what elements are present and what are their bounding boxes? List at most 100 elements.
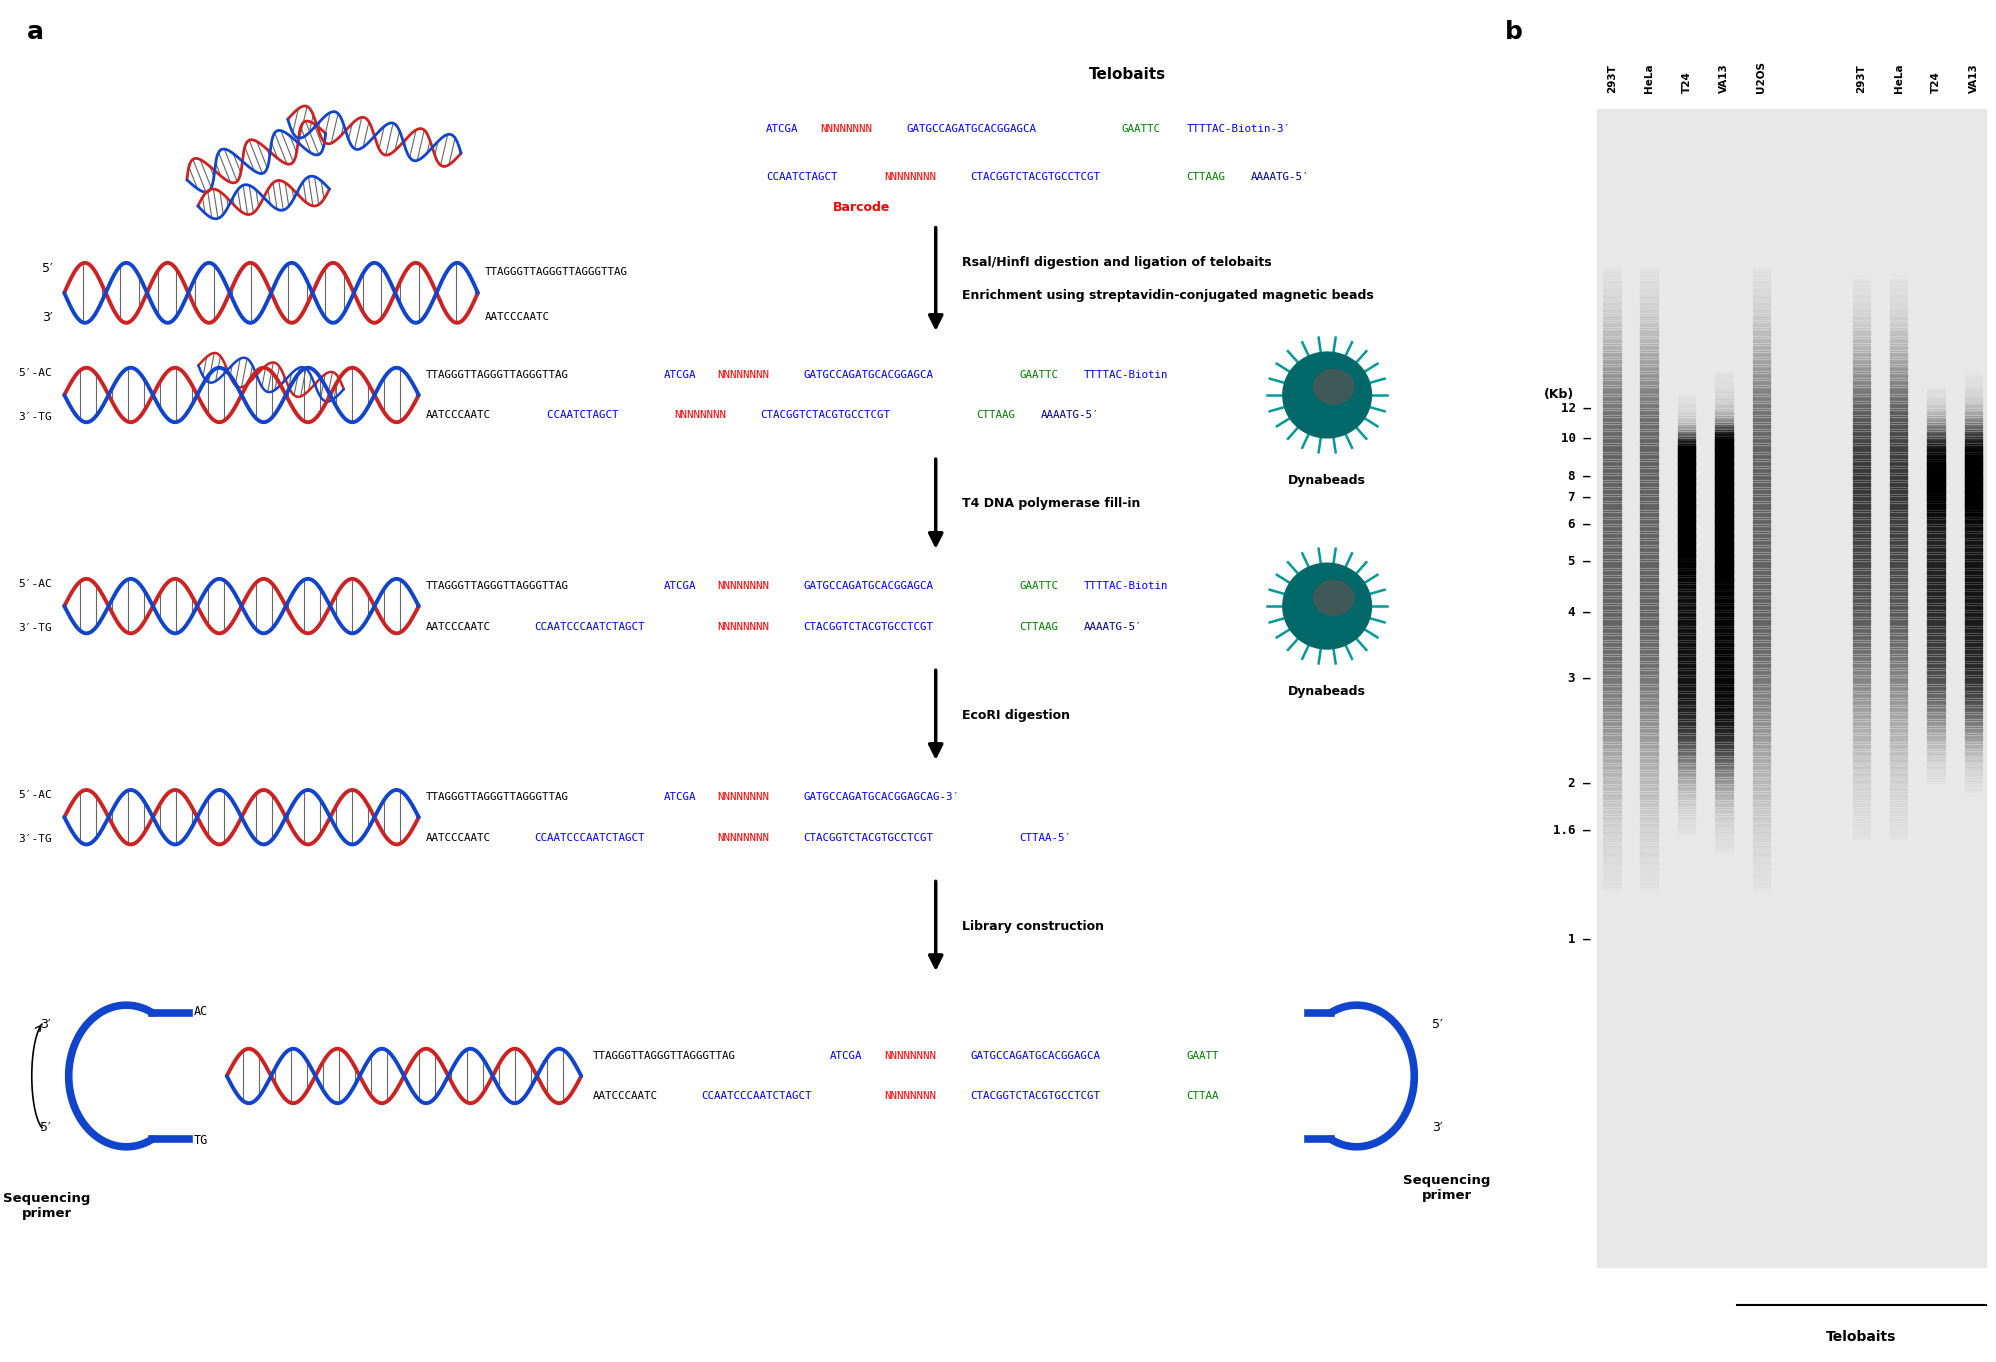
Bar xyxy=(1641,481,1659,484)
Bar xyxy=(1928,755,1944,757)
Bar xyxy=(1890,452,1908,456)
Bar xyxy=(1715,383,1733,387)
Bar xyxy=(1928,703,1944,707)
Bar xyxy=(1890,313,1908,316)
Bar xyxy=(1890,439,1908,441)
Bar xyxy=(1928,774,1944,776)
Bar xyxy=(1890,748,1908,750)
Bar xyxy=(1752,563,1770,565)
Bar xyxy=(1715,564,1733,567)
Bar xyxy=(1679,406,1695,410)
Bar xyxy=(1603,606,1621,609)
Bar xyxy=(1679,586,1695,588)
Bar xyxy=(1603,880,1621,883)
Bar xyxy=(1679,577,1695,582)
Bar xyxy=(1603,481,1621,484)
Text: NNNNNNNN: NNNNNNNN xyxy=(717,791,768,802)
Ellipse shape xyxy=(1313,369,1353,405)
Bar xyxy=(1752,673,1770,676)
Bar xyxy=(1752,492,1770,496)
Bar xyxy=(1752,550,1770,553)
Text: GATGCCAGATGCACGGAGCA: GATGCCAGATGCACGGAGCA xyxy=(804,580,934,591)
Bar xyxy=(1641,678,1659,681)
Bar xyxy=(1752,553,1770,556)
Bar xyxy=(1928,518,1944,520)
Bar xyxy=(1852,405,1870,407)
Bar xyxy=(1752,643,1770,646)
Bar xyxy=(1890,828,1908,832)
Bar xyxy=(1752,821,1770,824)
Bar xyxy=(1928,606,1944,609)
Bar xyxy=(1715,372,1733,375)
Bar xyxy=(1890,749,1908,753)
Bar xyxy=(1964,437,1982,440)
Bar xyxy=(1928,719,1944,723)
Bar xyxy=(1852,458,1870,460)
Bar xyxy=(1964,554,1982,558)
Bar xyxy=(1641,689,1659,692)
Bar xyxy=(1641,656,1659,661)
Bar xyxy=(1890,309,1908,312)
Bar xyxy=(1752,742,1770,746)
Bar xyxy=(1641,490,1659,493)
Bar xyxy=(1752,708,1770,711)
Bar xyxy=(1752,439,1770,441)
Bar xyxy=(1679,530,1695,533)
Bar xyxy=(1752,485,1770,489)
Bar xyxy=(1752,729,1770,731)
Bar xyxy=(1852,353,1870,355)
Bar xyxy=(1641,780,1659,783)
Bar xyxy=(1964,643,1982,646)
Ellipse shape xyxy=(1313,580,1353,616)
Bar xyxy=(1752,759,1770,763)
Bar xyxy=(1890,304,1908,308)
Bar xyxy=(1752,281,1770,285)
Text: 293T: 293T xyxy=(1856,64,1866,93)
Bar xyxy=(1679,810,1695,813)
Bar xyxy=(1715,656,1733,661)
Bar xyxy=(1715,452,1733,456)
Bar xyxy=(1715,817,1733,820)
Bar xyxy=(1964,375,1982,377)
Bar xyxy=(1603,270,1621,272)
Bar xyxy=(1890,434,1908,437)
Bar xyxy=(1603,425,1621,428)
Bar xyxy=(1928,475,1944,479)
Bar xyxy=(1641,748,1659,750)
Bar xyxy=(1715,464,1733,467)
Bar xyxy=(1679,445,1695,449)
Bar xyxy=(1890,629,1908,632)
Bar xyxy=(1752,854,1770,857)
Bar xyxy=(1852,518,1870,520)
Bar xyxy=(1641,475,1659,479)
Bar xyxy=(1715,703,1733,707)
Bar xyxy=(1928,620,1944,622)
Bar xyxy=(1964,392,1982,395)
Bar xyxy=(1852,437,1870,440)
Bar xyxy=(1852,706,1870,708)
Bar xyxy=(1679,398,1695,400)
Bar xyxy=(1603,610,1621,613)
Bar xyxy=(1964,428,1982,430)
Bar xyxy=(1679,513,1695,516)
Bar xyxy=(1752,351,1770,354)
Bar xyxy=(1641,385,1659,388)
Bar xyxy=(1890,791,1908,794)
Bar xyxy=(1715,586,1733,588)
Bar xyxy=(1603,718,1621,720)
Bar xyxy=(1890,564,1908,567)
Bar xyxy=(1679,523,1695,526)
Bar xyxy=(1752,703,1770,707)
Bar xyxy=(1890,586,1908,588)
Bar xyxy=(1890,725,1908,727)
Bar xyxy=(1752,398,1770,400)
Text: 7 —: 7 — xyxy=(1569,490,1591,504)
Bar xyxy=(1641,312,1659,315)
Bar xyxy=(1890,485,1908,489)
Bar xyxy=(1752,383,1770,387)
Text: GATGCCAGATGCACGGAGCA: GATGCCAGATGCACGGAGCA xyxy=(906,124,1036,135)
Bar xyxy=(1928,734,1944,737)
Bar xyxy=(1852,494,1870,497)
Bar xyxy=(1852,735,1870,738)
Bar xyxy=(1715,513,1733,516)
